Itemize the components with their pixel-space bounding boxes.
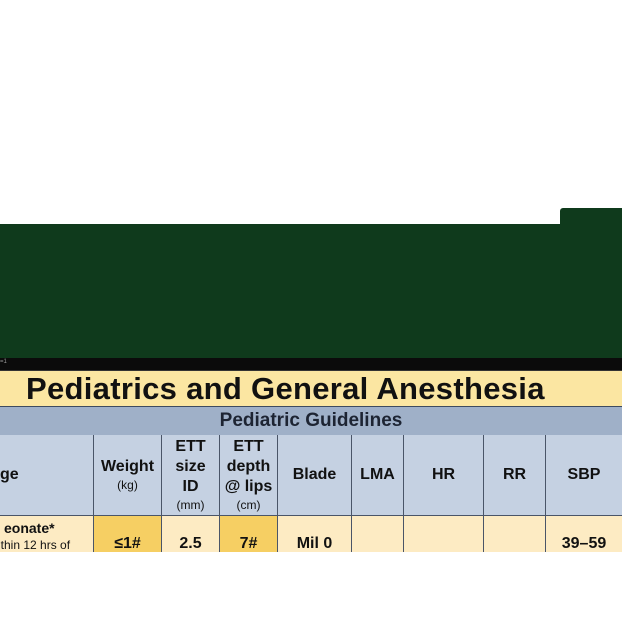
header-ett-size-line3: ID bbox=[182, 478, 199, 495]
row-neonate-blade-value: Mil 0 bbox=[296, 535, 333, 552]
header-ett-depth-line3: @ lips bbox=[224, 478, 273, 495]
row-neonate-hr bbox=[404, 516, 484, 552]
header-sbp-label: SBP bbox=[567, 466, 601, 483]
header-ett-depth-line2: depth bbox=[226, 458, 271, 475]
row-neonate-ett-depth-value: 7# bbox=[239, 535, 258, 552]
row-neonate-ett-size-value: 2.5 bbox=[179, 535, 202, 552]
header-weight-label: Weight bbox=[100, 458, 155, 475]
header-ett-size-line1: ETT bbox=[175, 438, 206, 455]
header-ett-depth-unit: (cm) bbox=[236, 498, 261, 512]
subtitle-bar: Pediatric Guidelines bbox=[0, 406, 622, 436]
header-sbp: SBP bbox=[546, 435, 622, 516]
header-ett-size-line2: size bbox=[175, 458, 206, 475]
header-hr: HR bbox=[404, 435, 484, 516]
header-weight-unit: (kg) bbox=[117, 478, 138, 492]
header-rr: RR bbox=[484, 435, 546, 516]
row-neonate-blade: Mil 0 bbox=[278, 516, 352, 552]
corner-mark: =1 bbox=[0, 359, 7, 365]
pediatric-guidelines-table: ge Weight (kg) ETT size ID (mm) ETT dept… bbox=[0, 435, 622, 552]
header-ett-depth: ETT depth @ lips (cm) bbox=[220, 435, 278, 516]
row-neonate-ett-size: 2.5 bbox=[162, 516, 220, 552]
header-age: ge bbox=[0, 435, 94, 516]
header-lma: LMA bbox=[352, 435, 404, 516]
section-title: Pediatric Guidelines bbox=[219, 410, 403, 431]
row-neonate-rr bbox=[484, 516, 546, 552]
header-ett-size-unit: (mm) bbox=[176, 498, 205, 512]
header-rr-label: RR bbox=[502, 466, 527, 483]
green-cover-band bbox=[0, 224, 622, 360]
row-neonate-sbp-value: 39–59 bbox=[561, 535, 607, 552]
header-ett-depth-line1: ETT bbox=[233, 438, 264, 455]
title-bar: Pediatrics and General Anesthesia bbox=[0, 370, 622, 407]
row-neonate-age-label: eonate* bbox=[4, 520, 55, 536]
header-blade: Blade bbox=[278, 435, 352, 516]
header-blade-label: Blade bbox=[292, 466, 337, 483]
page-title: Pediatrics and General Anesthesia bbox=[26, 371, 545, 406]
row-neonate-sbp: 39–59 bbox=[546, 516, 622, 552]
header-hr-label: HR bbox=[431, 466, 456, 483]
row-neonate-age: eonate* ithin 12 hrs of bbox=[0, 516, 94, 552]
header-ett-size: ETT size ID (mm) bbox=[162, 435, 220, 516]
row-neonate-lma bbox=[352, 516, 404, 552]
header-weight: Weight (kg) bbox=[94, 435, 162, 516]
header-lma-label: LMA bbox=[360, 466, 395, 483]
header-age-label: ge bbox=[0, 466, 19, 483]
black-divider-strip bbox=[0, 358, 622, 370]
row-neonate-ett-depth: 7# bbox=[220, 516, 278, 552]
bottom-whitespace bbox=[0, 552, 622, 622]
row-neonate-weight: ≤1# bbox=[94, 516, 162, 552]
row-neonate-age-note: ithin 12 hrs of bbox=[0, 538, 71, 552]
row-neonate-weight-value: ≤1# bbox=[114, 535, 141, 552]
